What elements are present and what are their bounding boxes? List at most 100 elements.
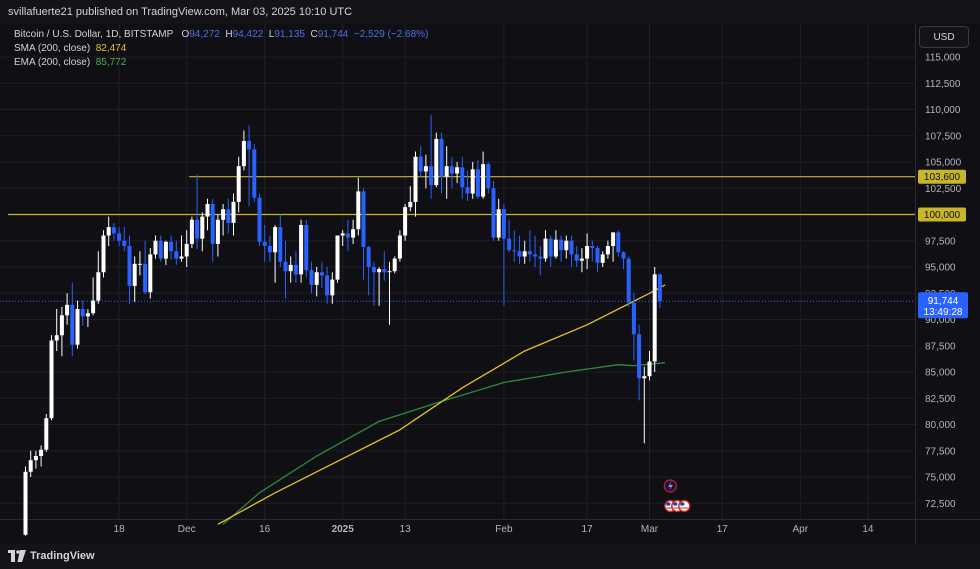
candle-body	[247, 141, 252, 150]
candle-body	[236, 166, 241, 202]
candle-body	[356, 191, 361, 230]
lightning-event-icon	[663, 479, 677, 493]
candle-body	[195, 219, 200, 239]
candle-body	[486, 164, 491, 189]
tradingview-logo-icon	[8, 550, 26, 562]
candle-body	[439, 138, 444, 177]
candle-body	[392, 258, 397, 272]
candle-body	[460, 167, 465, 188]
candle-body	[96, 272, 101, 301]
candle-body	[39, 449, 44, 456]
candle-body	[200, 216, 205, 239]
x-tick-label: 17	[582, 524, 594, 535]
candle-body	[257, 197, 262, 242]
ema-row[interactable]: EMA (200, close) 85,772	[14, 56, 428, 70]
level-label: 100,000	[924, 210, 961, 221]
candle-body	[595, 248, 600, 263]
candle-body	[574, 254, 579, 261]
candle-body	[642, 376, 647, 379]
candle-body	[49, 340, 54, 419]
candle-body	[143, 263, 148, 293]
candle-body	[111, 227, 116, 234]
candle-body	[252, 149, 257, 198]
high-label: H	[225, 29, 233, 40]
footer-bar: TradingView	[0, 544, 980, 569]
candle-body	[512, 250, 517, 252]
candle-body	[382, 269, 387, 273]
candle-body	[590, 246, 595, 249]
x-tick-label: Apr	[793, 524, 809, 535]
candle-body	[163, 241, 168, 259]
candle-body	[657, 274, 662, 302]
candle-body	[527, 251, 532, 255]
candle-body	[652, 274, 657, 362]
candle-body	[616, 232, 621, 253]
level-label-box	[918, 207, 966, 222]
candle-body	[226, 209, 231, 223]
candle-body	[366, 247, 371, 267]
candle-body	[132, 263, 137, 286]
candle-body	[299, 225, 304, 275]
us-flag-event-icon	[678, 499, 691, 513]
candle-body	[387, 271, 392, 273]
candle-body	[361, 191, 366, 248]
x-tick-label: Mar	[641, 524, 659, 535]
y-tick-label: 102,500	[925, 184, 962, 195]
tradingview-logo[interactable]: TradingView	[8, 550, 95, 562]
flag-canton	[680, 502, 685, 506]
candle-body	[517, 251, 522, 257]
flag-canton	[673, 502, 678, 506]
candle-body	[85, 313, 90, 317]
candle-body	[543, 238, 548, 259]
candle-body	[496, 209, 501, 238]
candle-body	[408, 201, 413, 208]
candlestick-chart[interactable]: 18 Dec 16 2025 13 Feb 17 Mar 17 Apr 14 103,600 100,…	[0, 24, 980, 544]
y-tick-label: 87,500	[925, 341, 956, 352]
candle-body	[70, 304, 75, 345]
candle-body	[304, 225, 309, 271]
candle-body	[23, 471, 28, 535]
publisher-text: svillafuerte21 published on TradingView.…	[8, 6, 353, 18]
candle-body	[413, 156, 418, 202]
event-markers	[663, 479, 691, 513]
candle-body	[205, 204, 210, 217]
flag-circle	[678, 499, 691, 513]
price-label-box	[918, 292, 968, 319]
candle-body	[434, 138, 439, 186]
candle-body	[418, 156, 423, 172]
chart-area[interactable]: 18 Dec 16 2025 13 Feb 17 Mar 17 Apr 14 103,600 100,…	[0, 24, 980, 544]
candle-body	[449, 166, 454, 174]
sma-row[interactable]: SMA (200, close) 82,474	[14, 42, 428, 56]
candle-body	[377, 269, 382, 273]
candle-body	[470, 169, 475, 194]
candle-body	[564, 240, 569, 251]
x-axis: 18 Dec 16 2025 13 Feb 17 Mar 17 Apr 14	[114, 524, 874, 535]
candle-body	[169, 241, 174, 252]
symbol-name[interactable]: Bitcoin / U.S. Dollar, 1D, BITSTAMP	[14, 29, 174, 40]
ohlc-row: Bitcoin / U.S. Dollar, 1D, BITSTAMP O94,…	[14, 28, 428, 42]
y-axis: 115,000 112,500 110,000 107,500 105,000 102,5…	[918, 53, 968, 510]
candle-body	[507, 238, 512, 251]
candle-body	[585, 246, 590, 259]
candle-body	[179, 256, 184, 259]
x-tick-label: 16	[259, 524, 271, 535]
low-label: L	[268, 29, 275, 40]
candle-body	[117, 233, 122, 241]
candle-body	[153, 240, 158, 255]
grid	[0, 24, 980, 544]
candle-body	[475, 169, 480, 197]
level-label: 103,600	[924, 172, 961, 183]
ohlc-values: O94,272 H94,422 L91,135 C91,744 −2,529 (…	[179, 29, 428, 40]
low-value: 91,135	[274, 29, 305, 40]
y-tick-label: 112,500	[925, 79, 961, 90]
close-label: C	[310, 29, 318, 40]
currency-button[interactable]: USD	[919, 26, 969, 48]
x-tick-label: 17	[717, 524, 729, 535]
y-tick-label: 97,500	[925, 236, 956, 247]
y-tick-label: 72,500	[925, 499, 956, 510]
ema-value: 85,772	[95, 57, 127, 68]
candle-body	[309, 270, 314, 285]
candle-body	[340, 233, 345, 236]
candle-body	[101, 235, 106, 273]
y-tick-label: 77,500	[925, 446, 956, 457]
